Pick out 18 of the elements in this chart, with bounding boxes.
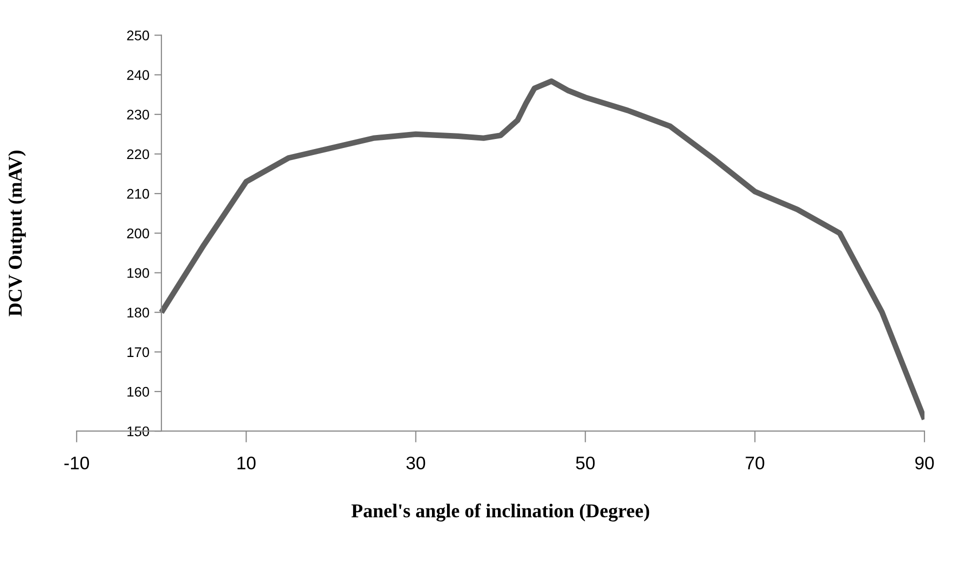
x-tick-label: 90 — [915, 456, 934, 470]
x-tick-label: 70 — [746, 456, 764, 470]
y-tick-label: 210 — [127, 188, 150, 199]
x-tick-label: 50 — [576, 456, 595, 470]
y-tick-label: 250 — [127, 30, 150, 40]
x-tick-label: 10 — [238, 456, 256, 470]
y-tick-label: 240 — [127, 70, 150, 80]
x-tick-label: -10 — [64, 456, 89, 470]
y-tick-label: 180 — [128, 308, 150, 318]
y-tick-label: 200 — [127, 228, 150, 238]
x-tick-label: 30 — [406, 456, 426, 470]
y-tick-label: 220 — [127, 149, 150, 160]
y-tick-label: 160 — [128, 386, 150, 397]
y-tick-label: 190 — [128, 268, 150, 278]
y-tick-label: 170 — [128, 347, 150, 358]
y-tick-label: 230 — [127, 110, 150, 120]
y-axis-title: DCV Output (mAV) — [8, 150, 26, 316]
x-axis-title: Panel's angle of inclination (Degree) — [351, 504, 650, 522]
